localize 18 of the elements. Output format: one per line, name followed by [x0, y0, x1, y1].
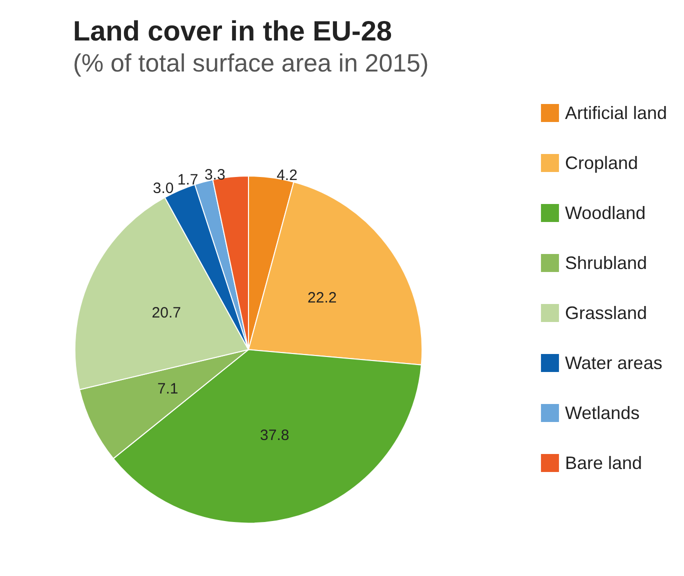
legend-label: Cropland — [564, 153, 638, 173]
data-label: 20.7 — [152, 304, 182, 322]
data-label: 22.2 — [308, 290, 337, 307]
legend-label: Artificial land — [564, 103, 668, 123]
chart-title: Land cover in the EU-28 — [73, 16, 392, 46]
legend-label: Woodland — [564, 203, 646, 223]
legend-label: Water areas — [564, 353, 662, 373]
legend-label: Grassland — [564, 303, 648, 323]
legend-label: Shrubland — [564, 253, 648, 273]
data-label: 3.3 — [204, 166, 226, 184]
data-label: 7.1 — [157, 380, 178, 398]
data-label: 3.0 — [152, 180, 174, 197]
chart-subtitle: (% of total surface area in 2015) — [73, 50, 429, 78]
data-label: 1.7 — [177, 171, 198, 188]
data-label: 37.8 — [260, 427, 290, 444]
legend-label: Bare land — [564, 453, 642, 473]
legend-label: Wetlands — [564, 403, 640, 423]
data-label: 4.2 — [276, 167, 298, 184]
